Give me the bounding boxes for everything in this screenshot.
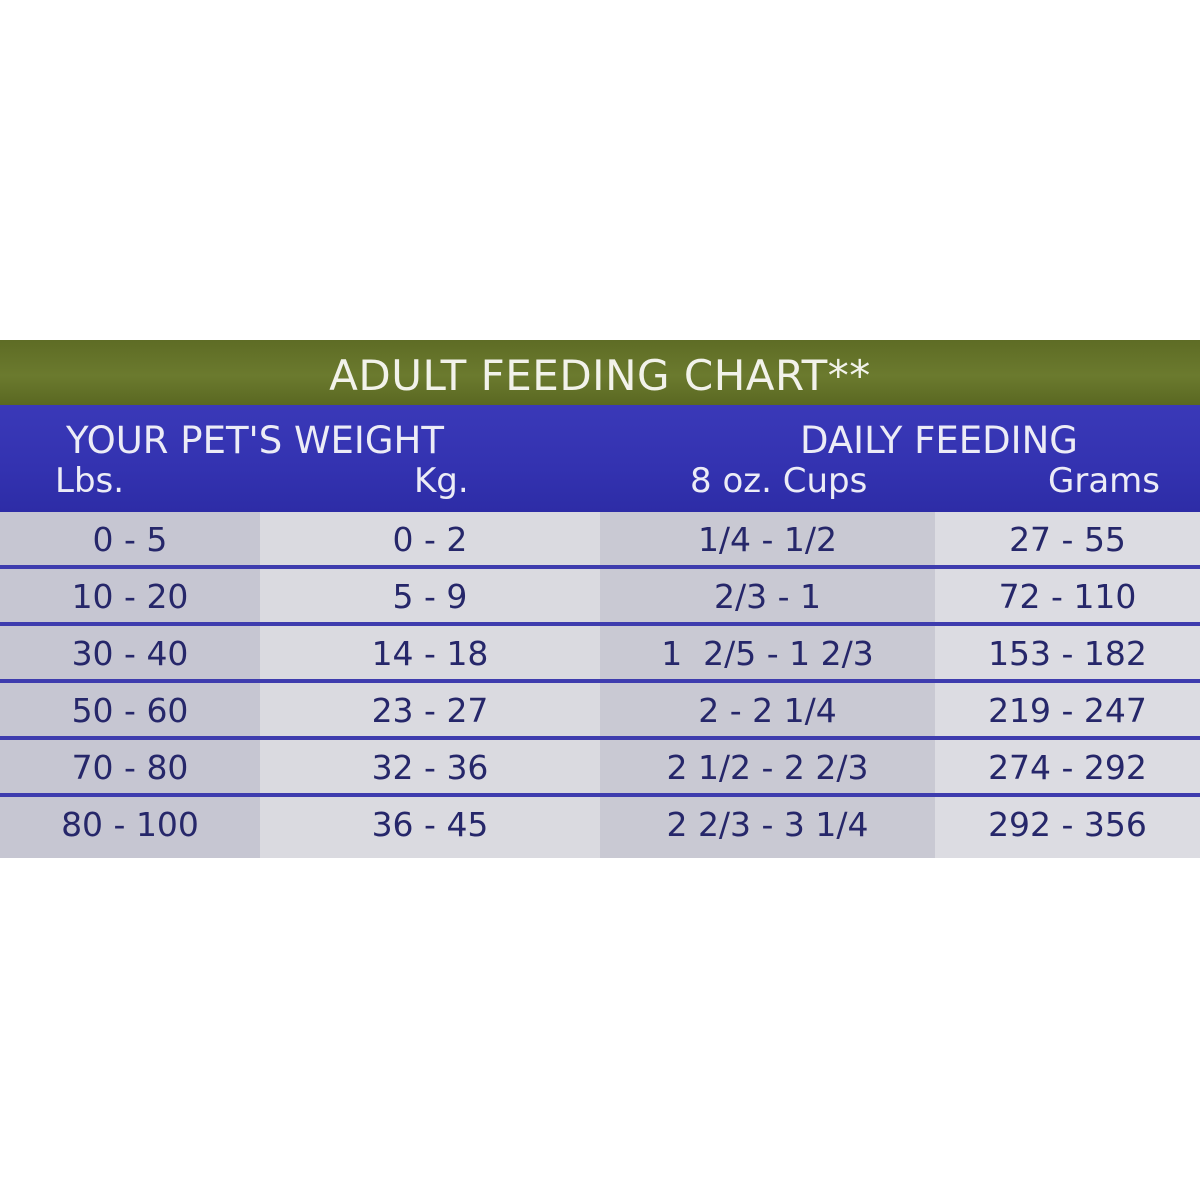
header-group-feeding: DAILY FEEDING [800,419,1078,462]
cell-grams: 153 - 182 [935,626,1200,679]
cell-grams: 274 - 292 [935,740,1200,793]
cell-kg: 32 - 36 [260,740,600,793]
cell-grams: 72 - 110 [935,569,1200,622]
header-kg: Kg. [414,461,469,501]
cell-kg: 23 - 27 [260,683,600,736]
header-cups: 8 oz. Cups [690,461,868,501]
table-row: 70 - 80 32 - 36 2 1/2 - 2 2/3 274 - 292 [0,740,1200,797]
table-row: 50 - 60 23 - 27 2 - 2 1/4 219 - 247 [0,683,1200,740]
cell-grams: 27 - 55 [935,512,1200,565]
table-row: 80 - 100 36 - 45 2 2/3 - 3 1/4 292 - 356 [0,797,1200,858]
cell-cups: 2/3 - 1 [600,569,935,622]
cell-lbs: 10 - 20 [0,569,260,622]
cell-cups: 1/4 - 1/2 [600,512,935,565]
cell-kg: 36 - 45 [260,797,600,858]
feeding-chart: ADULT FEEDING CHART** YOUR PET'S WEIGHT … [0,340,1200,858]
cell-grams: 219 - 247 [935,683,1200,736]
cell-kg: 0 - 2 [260,512,600,565]
cell-lbs: 80 - 100 [0,797,260,858]
cell-cups: 2 2/3 - 3 1/4 [600,797,935,858]
chart-title: ADULT FEEDING CHART** [0,340,1200,405]
cell-lbs: 50 - 60 [0,683,260,736]
table-row: 30 - 40 14 - 18 1 2/5 - 1 2/3 153 - 182 [0,626,1200,683]
table-header: YOUR PET'S WEIGHT DAILY FEEDING Lbs. Kg.… [0,405,1200,512]
cell-kg: 5 - 9 [260,569,600,622]
header-lbs: Lbs. [55,461,125,501]
table-body: 0 - 5 0 - 2 1/4 - 1/2 27 - 55 10 - 20 5 … [0,512,1200,858]
table-row: 0 - 5 0 - 2 1/4 - 1/2 27 - 55 [0,512,1200,569]
cell-lbs: 30 - 40 [0,626,260,679]
cell-kg: 14 - 18 [260,626,600,679]
cell-lbs: 0 - 5 [0,512,260,565]
cell-grams: 292 - 356 [935,797,1200,858]
table-row: 10 - 20 5 - 9 2/3 - 1 72 - 110 [0,569,1200,626]
cell-cups: 1 2/5 - 1 2/3 [600,626,935,679]
header-group-weight: YOUR PET'S WEIGHT [66,419,444,462]
cell-cups: 2 - 2 1/4 [600,683,935,736]
cell-cups: 2 1/2 - 2 2/3 [600,740,935,793]
cell-lbs: 70 - 80 [0,740,260,793]
header-grams: Grams [1048,461,1160,501]
